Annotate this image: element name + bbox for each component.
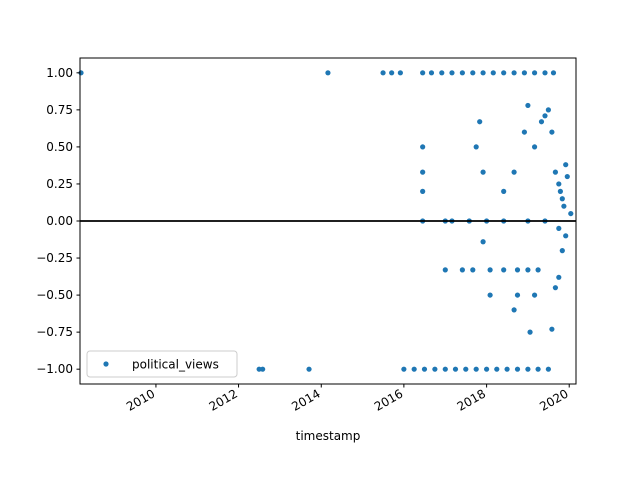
y-tick-label: −0.75	[36, 325, 73, 339]
data-point	[480, 169, 486, 175]
data-point	[527, 329, 533, 335]
data-point	[473, 366, 479, 372]
y-tick-label: 0.00	[46, 214, 73, 228]
data-point	[550, 70, 557, 76]
data-point	[473, 144, 479, 150]
data-point	[514, 267, 521, 273]
data-point	[480, 70, 486, 76]
data-point	[549, 326, 555, 332]
y-tick-label: 0.50	[46, 140, 73, 154]
data-point	[521, 129, 527, 135]
data-point	[552, 169, 559, 175]
data-point	[439, 70, 445, 76]
data-point	[514, 292, 521, 298]
data-point	[470, 267, 476, 273]
legend: political_views	[86, 350, 238, 378]
data-point	[564, 173, 570, 180]
data-point	[511, 307, 517, 313]
data-point	[490, 70, 496, 76]
y-axis: 1.00 0.75 0.50 0.25 0.00 −0.25 −0.50 −0.75 −1.00	[36, 66, 80, 376]
data-point	[442, 366, 448, 372]
data-point	[260, 366, 266, 372]
data-point	[380, 70, 386, 76]
legend-box	[86, 350, 238, 378]
data-point	[463, 366, 469, 372]
data-point	[420, 188, 426, 194]
data-point	[559, 196, 565, 202]
data-point	[432, 366, 438, 372]
data-point	[561, 203, 567, 209]
data-point	[325, 70, 331, 76]
data-point	[563, 233, 569, 239]
y-tick-label: 0.25	[46, 177, 73, 191]
data-point	[484, 366, 490, 372]
data-point	[420, 70, 426, 76]
data-point	[563, 162, 569, 168]
data-point	[487, 267, 493, 273]
legend-label: political_views	[132, 358, 219, 372]
data-point	[531, 144, 538, 150]
data-point	[545, 366, 551, 372]
data-point	[401, 366, 407, 372]
data-point	[428, 70, 435, 76]
data-point	[535, 267, 541, 273]
legend-marker	[103, 361, 109, 367]
data-point	[411, 366, 417, 372]
y-tick-label: 0.75	[46, 103, 73, 117]
data-point	[420, 169, 426, 175]
y-tick-label: 1.00	[46, 66, 73, 80]
y-tick-label: −1.00	[36, 362, 73, 376]
x-axis-label: timestamp	[296, 429, 361, 443]
data-point	[420, 144, 426, 150]
data-points	[78, 70, 574, 372]
data-point	[470, 70, 476, 76]
data-point	[459, 70, 465, 76]
data-point	[306, 366, 312, 372]
data-point	[556, 274, 562, 280]
data-point	[442, 267, 448, 273]
data-point	[459, 267, 465, 273]
data-point	[556, 181, 562, 187]
data-point	[514, 366, 521, 372]
data-point	[549, 129, 555, 135]
data-point	[480, 239, 486, 245]
data-point	[477, 119, 483, 125]
data-point	[525, 366, 531, 372]
data-point	[452, 366, 459, 372]
y-tick-label: −0.25	[36, 251, 73, 265]
data-point	[545, 107, 551, 113]
data-point	[521, 70, 527, 76]
data-point	[552, 285, 559, 291]
data-point	[501, 267, 507, 273]
data-point	[525, 267, 531, 273]
data-point	[542, 70, 548, 76]
y-tick-label: −0.50	[36, 288, 73, 302]
data-point	[494, 366, 500, 372]
data-point	[501, 188, 507, 194]
data-point	[557, 188, 563, 194]
data-point	[535, 366, 541, 372]
data-point	[449, 70, 455, 76]
data-point	[504, 366, 510, 372]
data-point	[559, 248, 565, 254]
data-point	[397, 70, 403, 76]
data-point	[531, 70, 538, 76]
data-point	[525, 102, 531, 109]
data-point	[542, 113, 548, 119]
data-point	[487, 292, 493, 298]
data-point	[531, 292, 538, 298]
data-point	[389, 70, 395, 76]
data-point	[538, 119, 545, 125]
data-point	[568, 210, 574, 217]
data-point	[501, 70, 507, 76]
data-point	[511, 169, 517, 175]
data-point	[511, 70, 517, 76]
data-point	[421, 366, 428, 372]
data-point	[556, 225, 562, 232]
